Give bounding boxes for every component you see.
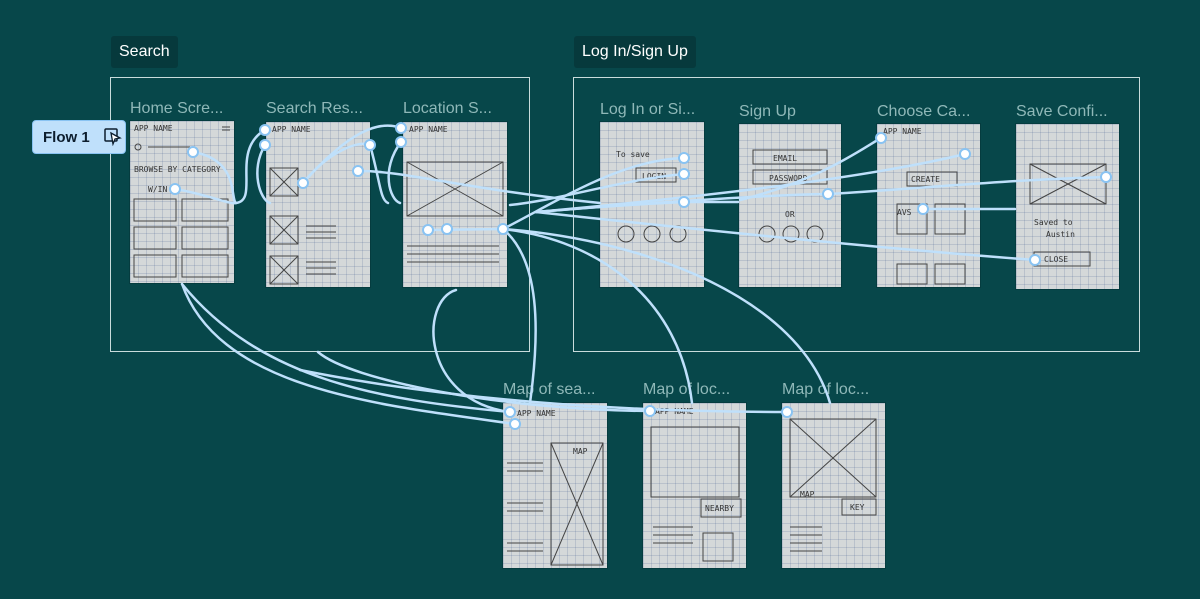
frame-title-home[interactable]: Home Scre... (130, 100, 224, 117)
sketch-location (406, 161, 504, 263)
frame-title-map-search[interactable]: Map of sea... (503, 381, 596, 398)
frame-title-save[interactable]: Save Confi... (1016, 103, 1108, 120)
hotspot-results-search[interactable] (259, 139, 271, 151)
hotspot-results-item[interactable] (297, 177, 309, 189)
scrawl-app-name: APP NAME (655, 407, 694, 416)
hotspot-choose-avs[interactable] (917, 203, 929, 215)
frame-title-choose[interactable]: Choose Ca... (877, 103, 971, 120)
frame-title-signup[interactable]: Sign Up (739, 103, 796, 120)
hotspot-map-search-back[interactable] (504, 406, 516, 418)
sketch-map-search (507, 442, 604, 566)
scrawl-saved-to: Saved to (1034, 218, 1073, 227)
hotspot-login-login[interactable] (678, 168, 690, 180)
play-icon[interactable] (103, 128, 122, 146)
hotspot-results-back[interactable] (259, 124, 271, 136)
hotspot-login-signup[interactable] (678, 196, 690, 208)
hotspot-location-menu[interactable] (395, 136, 407, 148)
scrawl-login: LOGIN (642, 172, 667, 181)
scrawl-within: W/IN (148, 185, 168, 194)
frame-home[interactable]: APP NAME BROWSE BY CATEGORY W/IN (130, 121, 234, 283)
hotspot-home-browse[interactable] (187, 146, 199, 158)
scrawl-close: CLOSE (1044, 255, 1069, 264)
scrawl-map: MAP (573, 447, 588, 456)
hotspot-save-image[interactable] (1100, 171, 1112, 183)
scrawl-create: CREATE (911, 175, 940, 184)
sketch-map-loc-2 (789, 418, 877, 552)
hotspot-location-back[interactable] (395, 122, 407, 134)
frame-map-loc-2[interactable]: MAP KEY (782, 403, 885, 568)
scrawl-app-name: APP NAME (883, 127, 922, 136)
hotspot-map-loc-2-back[interactable] (781, 406, 793, 418)
frame-map-search[interactable]: APP NAME MAP (503, 403, 607, 568)
scrawl-browse: BROWSE BY CATEGORY (134, 165, 221, 174)
hotspot-map-search-list[interactable] (509, 418, 521, 430)
scrawl-avs: AVS (897, 208, 912, 217)
scrawl-nearby: NEARBY (705, 504, 734, 513)
frame-title-login[interactable]: Log In or Si... (600, 101, 696, 118)
scrawl-app-name: APP NAME (272, 125, 311, 134)
scrawl-to-save: To save (616, 150, 650, 159)
frame-title-map-loc-2[interactable]: Map of loc... (782, 381, 870, 398)
hotspot-choose-create[interactable] (959, 148, 971, 160)
section-label-search[interactable]: Search (111, 36, 178, 68)
hotspot-location-save[interactable] (422, 224, 434, 236)
frame-location[interactable]: APP NAME (403, 122, 507, 287)
flow-starting-point[interactable]: Flow 1 (32, 120, 126, 154)
frame-title-map-loc-1[interactable]: Map of loc... (643, 381, 731, 398)
hotspot-results-heart[interactable] (352, 165, 364, 177)
section-label-login[interactable]: Log In/Sign Up (574, 36, 696, 68)
scrawl-or: OR (785, 210, 795, 219)
sketch-search-results (269, 167, 336, 285)
frame-search-results[interactable]: APP NAME (266, 122, 370, 287)
hotspot-location-share[interactable] (441, 223, 453, 235)
scrawl-map: MAP (800, 490, 815, 499)
hotspot-signup-submit[interactable] (822, 188, 834, 200)
frame-title-search-results[interactable]: Search Res... (266, 100, 363, 117)
frame-signup[interactable]: EMAIL PASSWORD OR (739, 124, 841, 287)
scrawl-app-name: APP NAME (134, 124, 173, 133)
hotspot-home-within[interactable] (169, 183, 181, 195)
scrawl-austin: Austin (1046, 230, 1075, 239)
hotspot-map-loc-1-back[interactable] (644, 405, 656, 417)
hotspot-choose-back[interactable] (875, 132, 887, 144)
hotspot-location-map[interactable] (497, 223, 509, 235)
frame-title-location[interactable]: Location S... (403, 100, 492, 117)
scrawl-app-name: APP NAME (409, 125, 448, 134)
hotspot-save-close[interactable] (1029, 254, 1041, 266)
scrawl-app-name: APP NAME (517, 409, 556, 418)
scrawl-email: EMAIL (773, 154, 798, 163)
scrawl-password: PASSWORD (769, 174, 808, 183)
sketch-signup (752, 149, 828, 243)
flow-label: Flow 1 (43, 128, 90, 146)
sketch-home (133, 126, 230, 278)
hotspot-results-map[interactable] (364, 139, 376, 151)
scrawl-key: KEY (850, 503, 865, 512)
sketch-map-loc-1 (650, 426, 742, 562)
hotspot-login-close[interactable] (678, 152, 690, 164)
frame-map-loc-1[interactable]: APP NAME NEARBY (643, 403, 746, 568)
